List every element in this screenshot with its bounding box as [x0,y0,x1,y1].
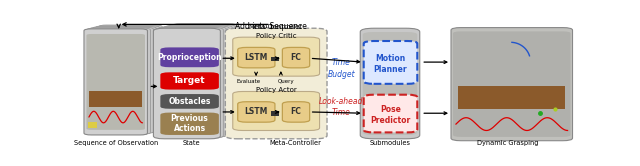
Text: LSTM: LSTM [244,107,268,117]
Text: LSTM: LSTM [244,53,268,62]
Text: Motion
Planner: Motion Planner [374,54,407,74]
FancyBboxPatch shape [364,95,417,132]
FancyBboxPatch shape [84,29,147,135]
Text: Previous
Actions: Previous Actions [171,114,209,133]
Text: Meta-Controller: Meta-Controller [249,24,303,30]
Text: Look-ahead
Time: Look-ahead Time [319,97,364,117]
FancyBboxPatch shape [87,28,150,134]
FancyBboxPatch shape [172,24,238,134]
Text: Obstacles: Obstacles [168,97,211,106]
Text: Evaluate: Evaluate [237,79,260,84]
Text: Query: Query [278,79,294,84]
Text: Add into Sequence: Add into Sequence [235,22,307,31]
FancyBboxPatch shape [237,47,275,68]
FancyBboxPatch shape [93,27,156,133]
FancyBboxPatch shape [233,37,319,76]
FancyBboxPatch shape [237,102,275,122]
FancyBboxPatch shape [96,26,159,132]
FancyBboxPatch shape [156,27,223,138]
FancyBboxPatch shape [363,32,417,135]
Text: Policy Actor: Policy Actor [255,87,296,93]
FancyBboxPatch shape [161,47,219,67]
FancyBboxPatch shape [159,27,227,137]
Text: Target: Target [173,77,206,85]
FancyBboxPatch shape [154,28,220,139]
FancyBboxPatch shape [86,34,145,130]
FancyBboxPatch shape [163,26,229,136]
FancyBboxPatch shape [161,72,219,90]
Text: Dynamic Grasping: Dynamic Grasping [477,140,538,146]
FancyBboxPatch shape [225,28,327,139]
FancyBboxPatch shape [364,41,417,84]
FancyBboxPatch shape [233,91,319,130]
FancyBboxPatch shape [165,25,232,136]
FancyBboxPatch shape [453,31,570,137]
Text: Submodules: Submodules [369,140,410,146]
Text: FC: FC [291,107,301,117]
Bar [458,86,565,109]
Text: Sequence of Observation: Sequence of Observation [74,140,158,146]
Bar [271,57,279,61]
FancyBboxPatch shape [451,28,573,141]
Text: Meta-Controller: Meta-Controller [270,140,322,146]
FancyBboxPatch shape [282,47,310,68]
Text: Time
Budget: Time Budget [328,58,355,79]
FancyBboxPatch shape [161,113,219,135]
FancyBboxPatch shape [161,94,219,109]
Text: FC: FC [291,53,301,62]
FancyBboxPatch shape [90,27,154,133]
Bar [89,91,143,107]
FancyBboxPatch shape [360,28,420,139]
FancyBboxPatch shape [282,102,310,122]
Text: State: State [183,140,200,146]
FancyBboxPatch shape [168,24,236,135]
Text: Policy Critic: Policy Critic [255,33,296,39]
Bar [271,111,279,116]
FancyBboxPatch shape [99,25,163,131]
Bar [88,122,97,128]
Text: Pose
Predictor: Pose Predictor [371,105,411,125]
Text: Proprioception: Proprioception [157,53,222,62]
